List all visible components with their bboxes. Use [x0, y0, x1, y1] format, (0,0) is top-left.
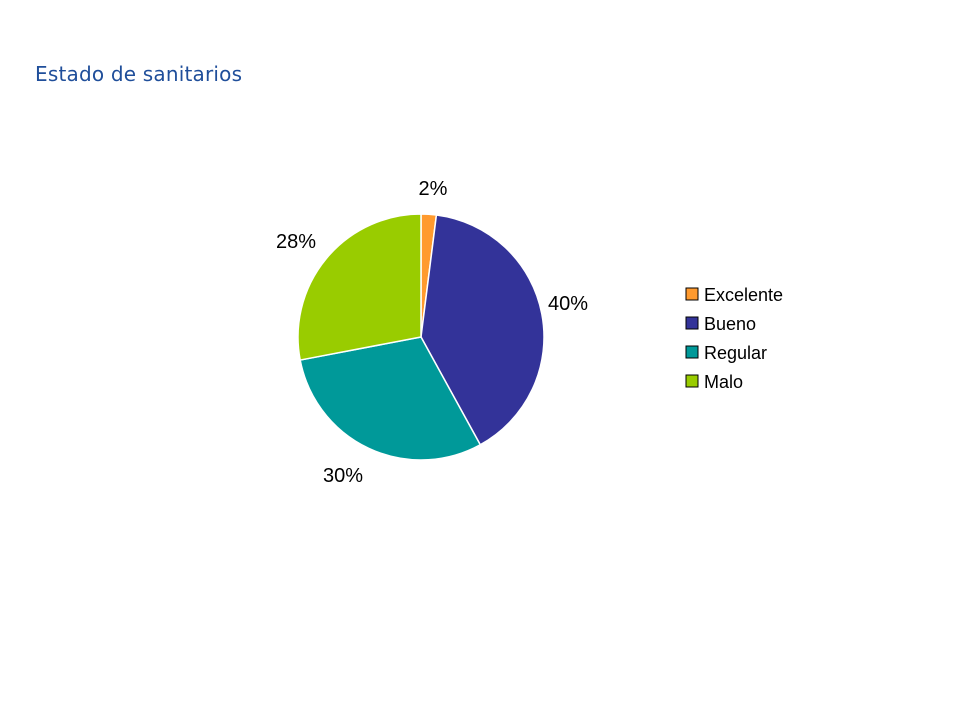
legend-item-regular: Regular	[685, 343, 767, 363]
pie-slice-bueno	[420, 214, 545, 446]
pie-slice-regular	[299, 336, 482, 461]
pie-slices	[297, 213, 545, 461]
legend-swatch-regular	[685, 345, 699, 359]
page-title: Estado de sanitarios	[35, 62, 243, 86]
legend-label-regular: Regular	[704, 343, 767, 363]
pie-slice-labels: 2% 40% 30% 28%	[276, 178, 588, 487]
pie-slice-malo	[297, 213, 422, 361]
pie-label-excelente: 2%	[419, 178, 448, 200]
legend-label-bueno: Bueno	[704, 314, 756, 334]
pie-label-regular: 30%	[323, 465, 363, 487]
legend-swatch-malo	[685, 374, 699, 388]
legend-item-excelente: Excelente	[685, 285, 783, 305]
legend-item-bueno: Bueno	[685, 314, 756, 334]
legend-swatch-excelente	[685, 287, 699, 301]
legend-swatch-bueno	[685, 316, 699, 330]
legend-label-excelente: Excelente	[704, 285, 783, 305]
chart-legend: Excelente Bueno Regular Malo	[685, 285, 783, 392]
legend-label-malo: Malo	[704, 372, 743, 392]
pie-label-bueno: 40%	[548, 293, 588, 315]
legend-item-malo: Malo	[685, 372, 743, 392]
pie-label-malo: 28%	[276, 231, 316, 253]
